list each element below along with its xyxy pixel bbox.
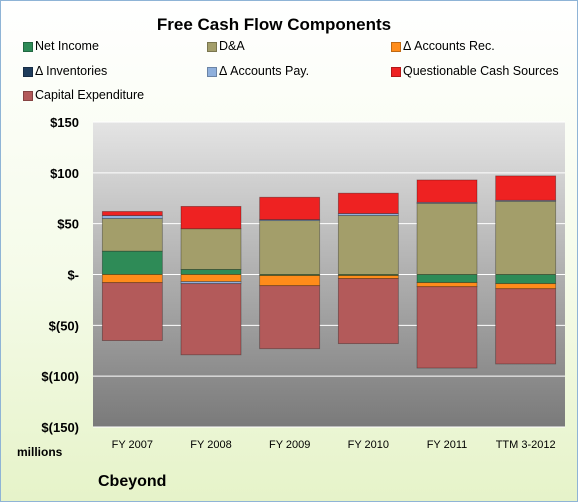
bar-segment <box>101 282 163 341</box>
bar-segment <box>337 275 399 279</box>
bar-segment <box>180 228 242 270</box>
bar-segment <box>180 274 242 283</box>
bar-segment <box>416 179 478 203</box>
y-tick-label: $150 <box>50 115 79 130</box>
legend-swatch <box>23 67 33 77</box>
bar-segment <box>259 285 321 350</box>
legend-label: Δ Accounts Rec. <box>403 39 495 53</box>
y-tick-label: $50 <box>57 217 79 232</box>
legend-label: Questionable Cash Sources <box>403 64 559 78</box>
x-tick-label: FY 2010 <box>348 439 389 451</box>
bar-segment <box>416 286 478 369</box>
y-tick-label: $(100) <box>41 369 79 384</box>
bar-segment <box>101 218 163 252</box>
bar-segment <box>259 196 321 221</box>
company-name: Cbeyond <box>98 473 167 490</box>
x-tick-label: TTM 3-2012 <box>496 439 556 451</box>
legend-swatch <box>391 67 401 77</box>
units-label: millions <box>17 445 63 459</box>
x-tick-label: FY 2009 <box>269 439 310 451</box>
bar-segment <box>495 283 557 290</box>
bar-segment <box>259 275 321 287</box>
x-tick-label: FY 2007 <box>112 439 153 451</box>
y-tick-label: $- <box>67 268 79 283</box>
x-tick-label: FY 2011 <box>427 439 468 451</box>
legend-swatch <box>207 67 217 77</box>
legend-swatch <box>23 91 33 101</box>
bar-segment <box>101 211 163 216</box>
bar-segment <box>180 205 242 230</box>
x-tick-label: FY 2008 <box>190 439 231 451</box>
bar-segment <box>337 192 399 214</box>
bar-segment <box>495 200 557 275</box>
bar-segment <box>101 274 163 284</box>
y-tick-label: $100 <box>50 166 79 181</box>
chart-title: Free Cash Flow Components <box>156 15 392 34</box>
legend-label: Capital Expenditure <box>35 88 145 102</box>
bar-segment <box>180 283 242 356</box>
bar-segment <box>337 278 399 345</box>
bar-segment <box>416 282 478 288</box>
bar-segment <box>101 250 163 275</box>
bar-segment <box>495 199 557 202</box>
bar-segment <box>495 288 557 365</box>
y-tick-label: $(50) <box>49 318 79 333</box>
legend-swatch <box>23 42 33 52</box>
bar-segment <box>337 215 399 275</box>
legend-swatch <box>391 42 401 52</box>
bar-segment <box>495 175 557 201</box>
bar-segment <box>259 220 321 275</box>
bar-segment <box>416 202 478 275</box>
y-tick-label: $(150) <box>41 420 79 435</box>
legend-label: D&A <box>219 39 245 53</box>
bar-segment <box>416 274 478 284</box>
bar-segment <box>495 274 557 285</box>
legend-label: Δ Accounts Pay. <box>219 64 310 78</box>
bar-segment <box>101 215 163 219</box>
legend-label: Net Income <box>35 39 99 53</box>
legend-label: Δ Inventories <box>35 64 108 78</box>
bar-segment <box>180 269 242 275</box>
legend-swatch <box>207 42 217 52</box>
